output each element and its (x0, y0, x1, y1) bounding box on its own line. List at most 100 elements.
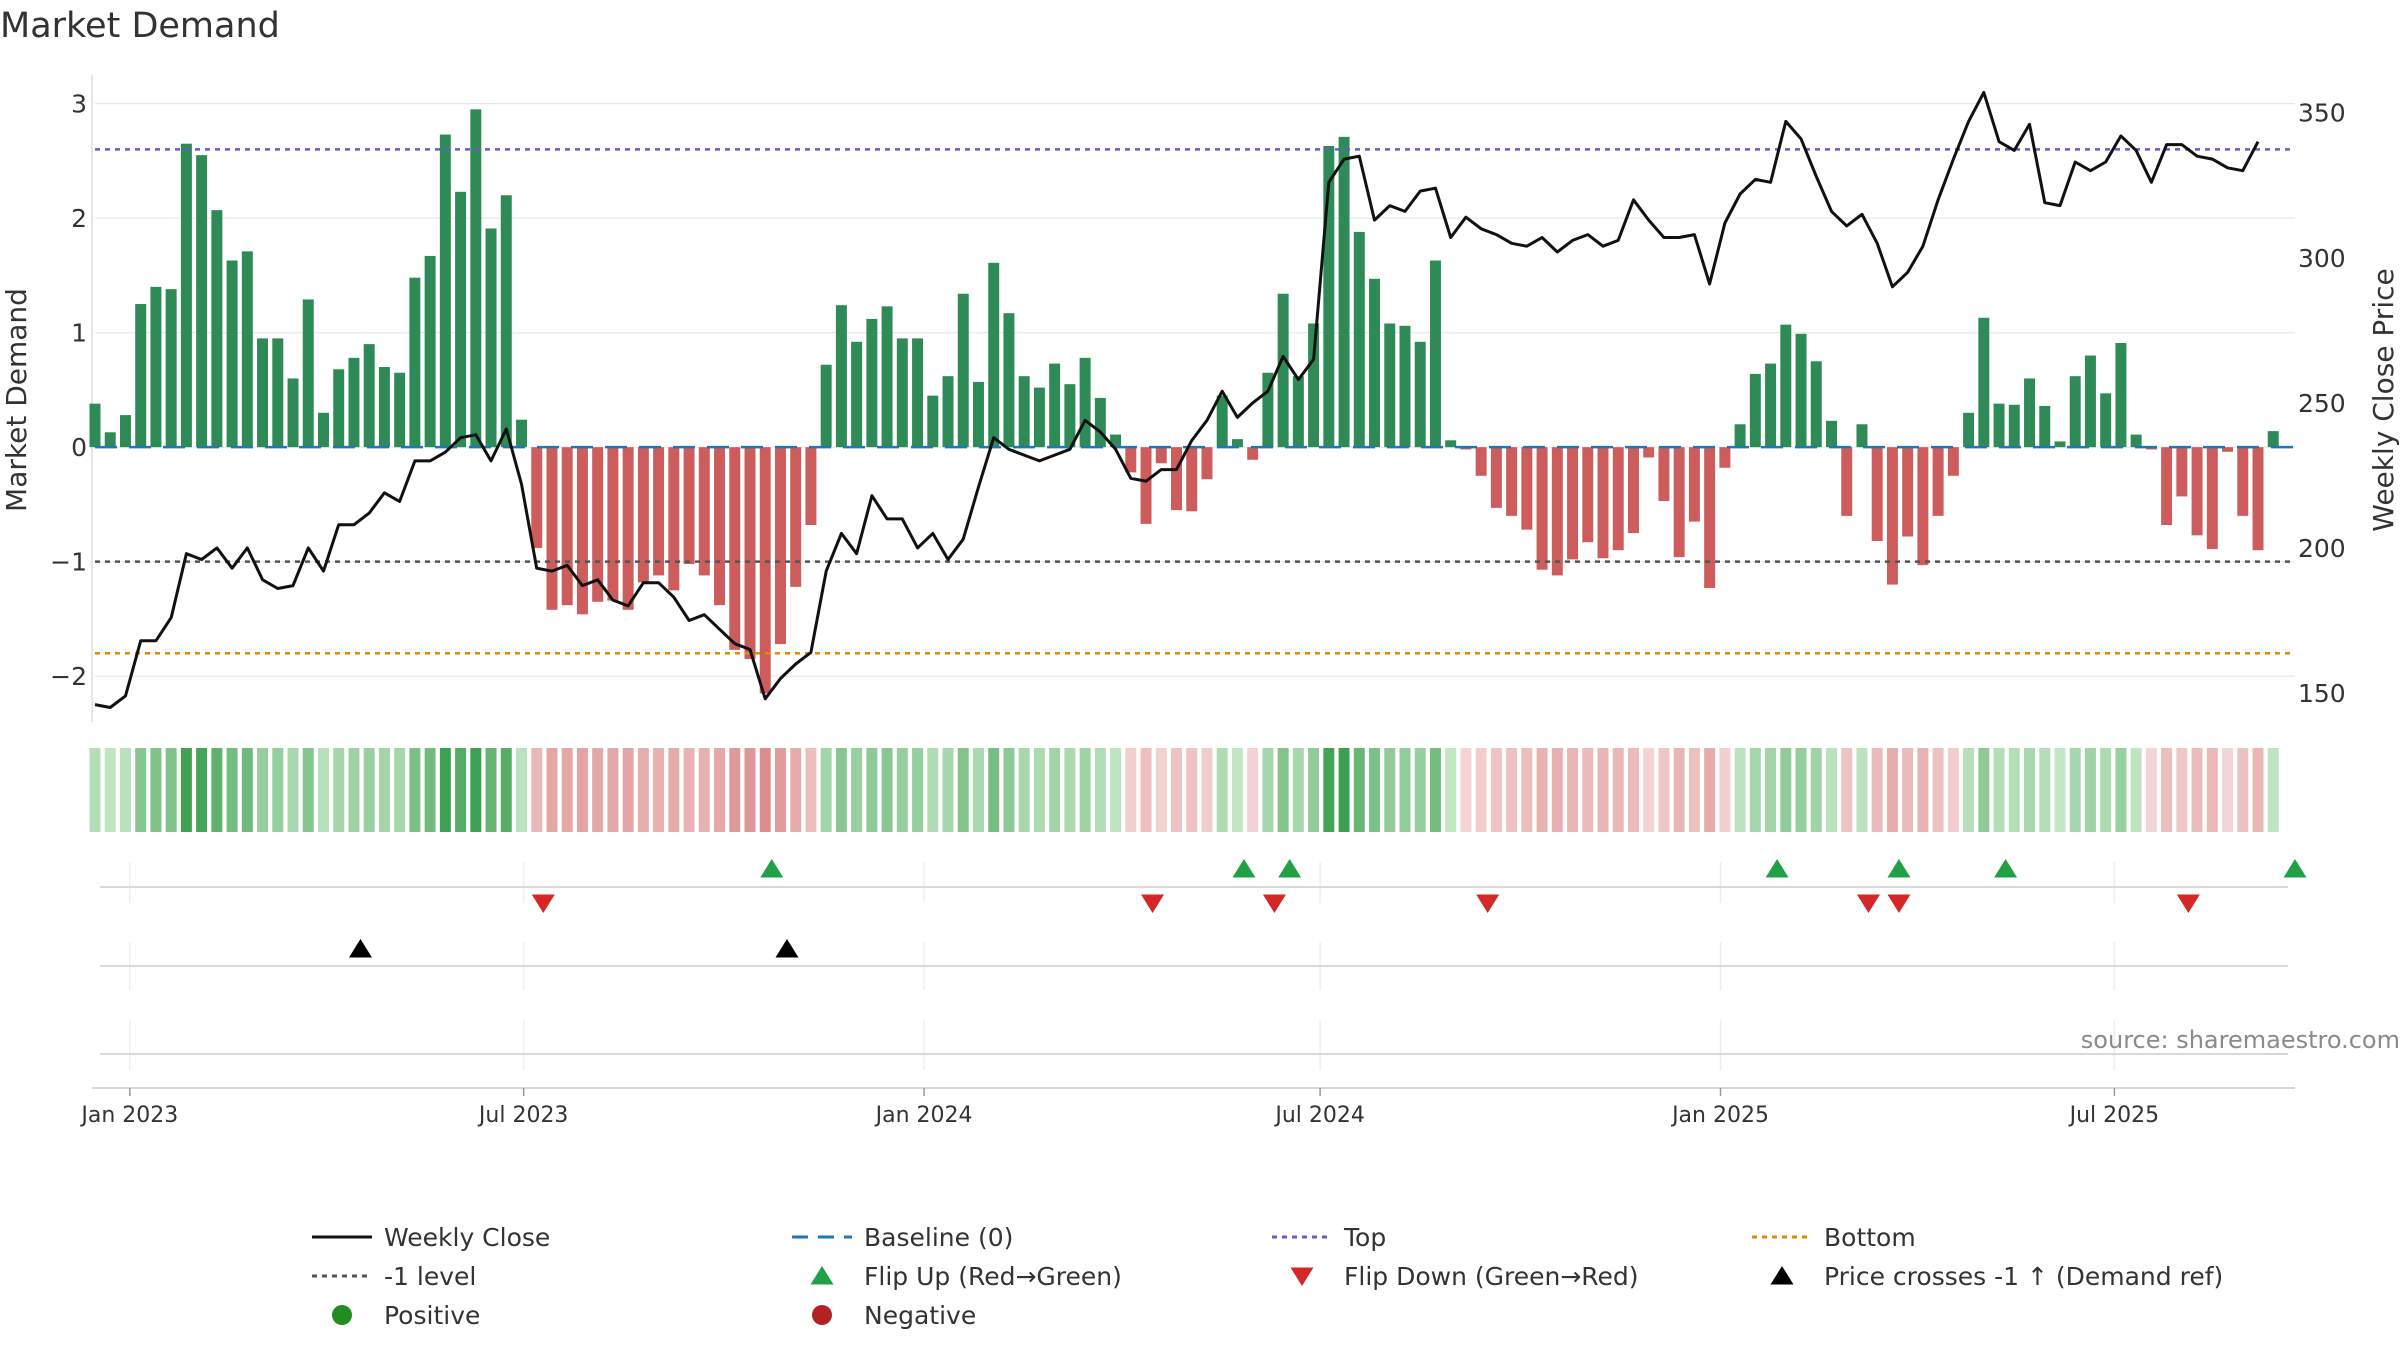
heat-strip-cell (1567, 748, 1579, 832)
demand-bar (1749, 373, 1761, 448)
demand-bar (637, 447, 649, 583)
heat-strip-cell (546, 748, 558, 832)
demand-bar (531, 447, 543, 548)
demand-bar (1033, 387, 1045, 448)
heat-strip-cell (1963, 748, 1975, 832)
legend-label: Weekly Close (384, 1223, 550, 1252)
heat-strip-cell (805, 748, 817, 832)
heat-strip-cell (637, 748, 649, 832)
heat-strip-cell (1369, 748, 1381, 832)
heat-strip-cell (1125, 748, 1137, 832)
heat-strip-cell (241, 748, 253, 832)
heat-strip-cell (2267, 748, 2279, 832)
demand-bar (744, 447, 756, 660)
demand-bar (424, 255, 436, 448)
heat-strip-cell (957, 748, 969, 832)
demand-bar (1597, 447, 1609, 559)
heat-strip-cell (2222, 748, 2234, 832)
demand-bar (470, 109, 482, 448)
heat-strip-cell (1429, 748, 1441, 832)
demand-bar (805, 447, 817, 526)
heat-strip-cell (1932, 748, 1944, 832)
heat-strip-cell (561, 748, 573, 832)
demand-bar (241, 251, 253, 448)
legend-label: Positive (384, 1301, 480, 1330)
heat-strip-cell (576, 748, 588, 832)
flip-up-marker (1765, 859, 1789, 878)
demand-bar (668, 447, 680, 591)
demand-bar (942, 376, 954, 448)
legend-item: Baseline (0) (792, 1223, 1013, 1252)
heat-strip-cell (1201, 748, 1213, 832)
flip-down-marker (1887, 894, 1911, 913)
legend-item: Weekly Close (312, 1223, 550, 1252)
demand-bar (1673, 447, 1685, 558)
demand-bar (1171, 447, 1182, 511)
heat-strip-cell (455, 748, 467, 832)
demand-bar (348, 357, 360, 448)
demand-bar (653, 447, 665, 576)
y-right-tick-label: 200 (2298, 534, 2346, 563)
demand-bar (2130, 434, 2142, 448)
heat-strip-cell (1643, 748, 1655, 832)
demand-bar (1490, 447, 1502, 508)
legend-label: Bottom (1824, 1223, 1916, 1252)
demand-bar (1384, 323, 1396, 448)
heat-strip-cell (2161, 748, 2173, 832)
demand-bar (211, 210, 223, 448)
heat-strip-cell (927, 748, 939, 832)
heat-strip-cell (2130, 748, 2142, 832)
heat-strip-cell (972, 748, 984, 832)
demand-bar (2222, 447, 2234, 452)
demand-bar (2024, 378, 2036, 448)
demand-bar (592, 447, 604, 602)
demand-bar (1947, 447, 1959, 476)
demand-bar (1506, 447, 1518, 516)
demand-bar (226, 260, 238, 448)
heat-strip-cell (180, 748, 192, 832)
heat-strip-cell (1978, 748, 1990, 832)
y-right-tick-label: 250 (2298, 389, 2346, 418)
legend-swatch-circle (332, 1305, 352, 1325)
demand-bar (714, 447, 726, 606)
heat-strip-cell (135, 748, 147, 832)
legend-label: -1 level (384, 1262, 476, 1291)
demand-bar (257, 338, 269, 448)
heat-strip-cell (1231, 748, 1243, 832)
demand-bar (2176, 447, 2188, 497)
demand-bar (2039, 405, 2051, 448)
legend-label: Flip Up (Red→Green) (864, 1262, 1122, 1291)
heat-strip-cell (1384, 748, 1396, 832)
demand-bar (165, 289, 177, 448)
heat-strip-cell (820, 748, 832, 832)
heat-strip-cell (790, 748, 802, 832)
heat-strip-cell (378, 748, 390, 832)
heat-strip-cell (2206, 748, 2218, 832)
demand-bar (1658, 447, 1670, 501)
demand-bar (1003, 313, 1015, 448)
demand-bar (546, 447, 558, 610)
heat-strip-cell (1247, 748, 1259, 832)
heat-strip-cell (1003, 748, 1015, 832)
heat-strip-cell (470, 748, 482, 832)
heat-strip-cell (1688, 748, 1700, 832)
demand-bar (363, 344, 375, 448)
heat-strip-cell (1627, 748, 1639, 832)
demand-bar (1841, 447, 1853, 516)
demand-bar (1567, 447, 1579, 560)
demand-bar (1429, 260, 1441, 448)
y-axis-label: Market Demand (0, 288, 33, 512)
heat-strip-cell (1049, 748, 1061, 832)
demand-bar (927, 395, 939, 448)
heat-strip-cell (2115, 748, 2127, 832)
y-tick-label: 1 (71, 319, 87, 348)
demand-bar (1871, 447, 1883, 542)
demand-bar (2191, 447, 2203, 536)
demand-bar (622, 447, 634, 610)
demand-bar (1369, 278, 1381, 448)
heat-strip-cell (1658, 748, 1670, 832)
demand-bar (1627, 447, 1639, 534)
demand-bar (1125, 447, 1137, 473)
heat-strip-cell (1521, 748, 1533, 832)
